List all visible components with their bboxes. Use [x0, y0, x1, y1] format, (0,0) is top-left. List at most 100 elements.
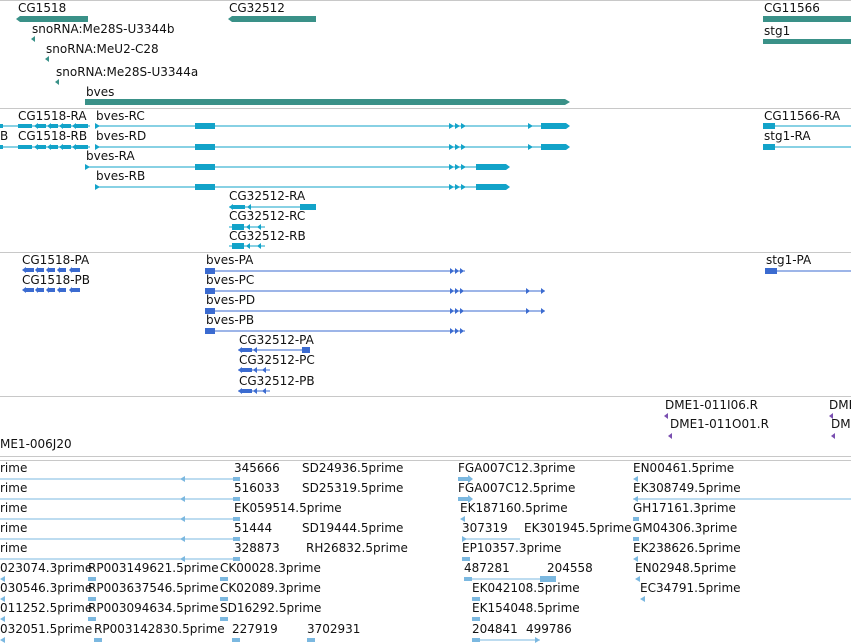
est-alignment[interactable] — [458, 475, 473, 483]
clone-glyph[interactable] — [664, 413, 668, 419]
est-alignment[interactable] — [635, 576, 640, 582]
protein-label[interactable]: CG32512-PC — [239, 353, 315, 367]
protein-label[interactable]: CG1518-PB — [22, 273, 90, 287]
est-label[interactable]: EK187160.5prime — [460, 501, 568, 515]
protein-model[interactable] — [765, 268, 851, 274]
transcript-model[interactable] — [0, 144, 90, 150]
est-alignment[interactable] — [307, 638, 315, 642]
est-alignment[interactable] — [88, 617, 96, 621]
transcript-model[interactable] — [0, 123, 90, 129]
gene-glyph[interactable] — [55, 79, 59, 85]
est-alignment[interactable] — [0, 556, 240, 562]
protein-model[interactable] — [205, 268, 465, 274]
est-alignment[interactable] — [640, 596, 645, 602]
gene-glyph[interactable] — [45, 56, 49, 62]
est-label[interactable]: GM04306.3prime — [633, 521, 737, 535]
est-label[interactable]: rime — [0, 501, 27, 515]
est-alignment[interactable] — [220, 597, 228, 601]
transcript-model[interactable] — [229, 204, 316, 210]
transcript-label[interactable]: CG1518-RB — [18, 129, 87, 143]
est-label[interactable]: RH26832.5prime — [306, 541, 408, 555]
clone-label[interactable]: DME1-011O01.R — [670, 417, 769, 431]
protein-label[interactable]: bves-PA — [206, 253, 254, 267]
gene-glyph[interactable] — [16, 16, 88, 22]
est-alignment[interactable] — [633, 537, 639, 541]
est-alignment[interactable] — [0, 637, 5, 643]
protein-label[interactable]: CG32512-PA — [239, 333, 315, 347]
est-label[interactable]: 011252.5prime — [0, 601, 92, 615]
protein-label[interactable]: CG32512-PB — [239, 374, 315, 388]
transcript-label[interactable]: B — [0, 129, 8, 143]
est-alignment[interactable] — [88, 577, 96, 581]
gene-glyph[interactable] — [763, 39, 851, 44]
est-label[interactable]: EP10357.3prime — [462, 541, 561, 555]
est-label[interactable]: rime — [0, 481, 27, 495]
protein-model[interactable] — [205, 288, 545, 294]
est-label[interactable]: rime — [0, 541, 27, 555]
clone-glyph[interactable] — [831, 433, 835, 439]
est-label[interactable]: SD25319.5prime — [302, 481, 403, 495]
est-label[interactable]: 032051.5prime — [0, 622, 92, 636]
gene-label[interactable]: CG32512 — [229, 1, 285, 15]
gene-label[interactable]: CG1518 — [18, 1, 66, 15]
est-alignment[interactable] — [633, 556, 638, 562]
clone-label[interactable]: DME1-011I06.R — [665, 398, 758, 412]
est-label[interactable]: CK02089.3prime — [220, 581, 321, 595]
gene-label[interactable]: snoRNA:Me28S-U3344a — [56, 65, 198, 79]
est-label[interactable]: rime — [0, 461, 27, 475]
est-label[interactable]: 499786 — [526, 622, 572, 636]
est-label[interactable]: 3702931 — [307, 622, 360, 636]
transcript-model[interactable] — [763, 144, 851, 150]
protein-label[interactable]: bves-PB — [206, 313, 254, 327]
est-label[interactable]: 023074.3prime — [0, 561, 92, 575]
est-label[interactable]: FGA007C12.5prime — [458, 481, 575, 495]
transcript-model[interactable] — [95, 123, 570, 129]
est-label[interactable]: 487281 — [464, 561, 510, 575]
est-label[interactable]: EN02948.5prime — [635, 561, 736, 575]
protein-model[interactable] — [238, 347, 310, 353]
est-label[interactable]: GH17161.3prime — [633, 501, 736, 515]
est-label[interactable]: RP003094634.5prime — [88, 601, 219, 615]
est-alignment[interactable] — [0, 536, 240, 542]
est-alignment[interactable] — [460, 516, 465, 522]
gene-label[interactable]: snoRNA:MeU2-C28 — [46, 42, 159, 56]
gene-label[interactable]: snoRNA:Me28S-U3344b — [32, 22, 174, 36]
transcript-model[interactable] — [229, 224, 265, 230]
clone-label[interactable]: ME1-006J20 — [0, 437, 72, 451]
clone-glyph[interactable] — [668, 433, 672, 439]
est-label[interactable]: RP003149621.5prime — [88, 561, 219, 575]
est-alignment[interactable] — [462, 536, 520, 542]
est-alignment[interactable] — [472, 617, 480, 621]
est-alignment[interactable] — [94, 638, 102, 642]
est-label[interactable]: EK238626.5prime — [633, 541, 741, 555]
transcript-label[interactable]: stg1-RA — [764, 129, 811, 143]
gene-glyph[interactable] — [85, 99, 570, 105]
est-label[interactable]: FGA007C12.3prime — [458, 461, 575, 475]
transcript-model[interactable] — [95, 184, 510, 190]
transcript-label[interactable]: bves-RC — [96, 109, 145, 123]
est-label[interactable]: 227919 — [232, 622, 278, 636]
est-alignment[interactable] — [0, 596, 5, 602]
clone-label[interactable]: DME — [829, 398, 851, 412]
transcript-label[interactable]: CG32512-RB — [229, 229, 306, 243]
transcript-label[interactable]: CG32512-RC — [229, 209, 305, 223]
protein-model[interactable] — [205, 328, 465, 334]
protein-label[interactable]: stg1-PA — [766, 253, 812, 267]
est-label[interactable]: EC34791.5prime — [640, 581, 741, 595]
est-label[interactable]: EK042108.5prime — [472, 581, 580, 595]
est-label[interactable]: EK301945.5prime — [524, 521, 632, 535]
est-alignment[interactable] — [232, 638, 240, 642]
transcript-label[interactable]: bves-RD — [96, 129, 146, 143]
est-alignment[interactable] — [220, 577, 228, 581]
protein-model[interactable] — [22, 287, 80, 293]
transcript-model[interactable] — [229, 243, 265, 249]
est-label[interactable]: 51444 — [234, 521, 272, 535]
transcript-label[interactable]: bves-RA — [86, 149, 136, 163]
est-alignment[interactable] — [0, 476, 240, 482]
est-label[interactable]: 204841 — [472, 622, 518, 636]
gene-glyph[interactable] — [763, 16, 851, 22]
est-label[interactable]: 204558 — [547, 561, 593, 575]
est-alignment[interactable] — [458, 495, 473, 503]
est-alignment[interactable] — [462, 557, 470, 561]
est-alignment[interactable] — [472, 597, 480, 601]
